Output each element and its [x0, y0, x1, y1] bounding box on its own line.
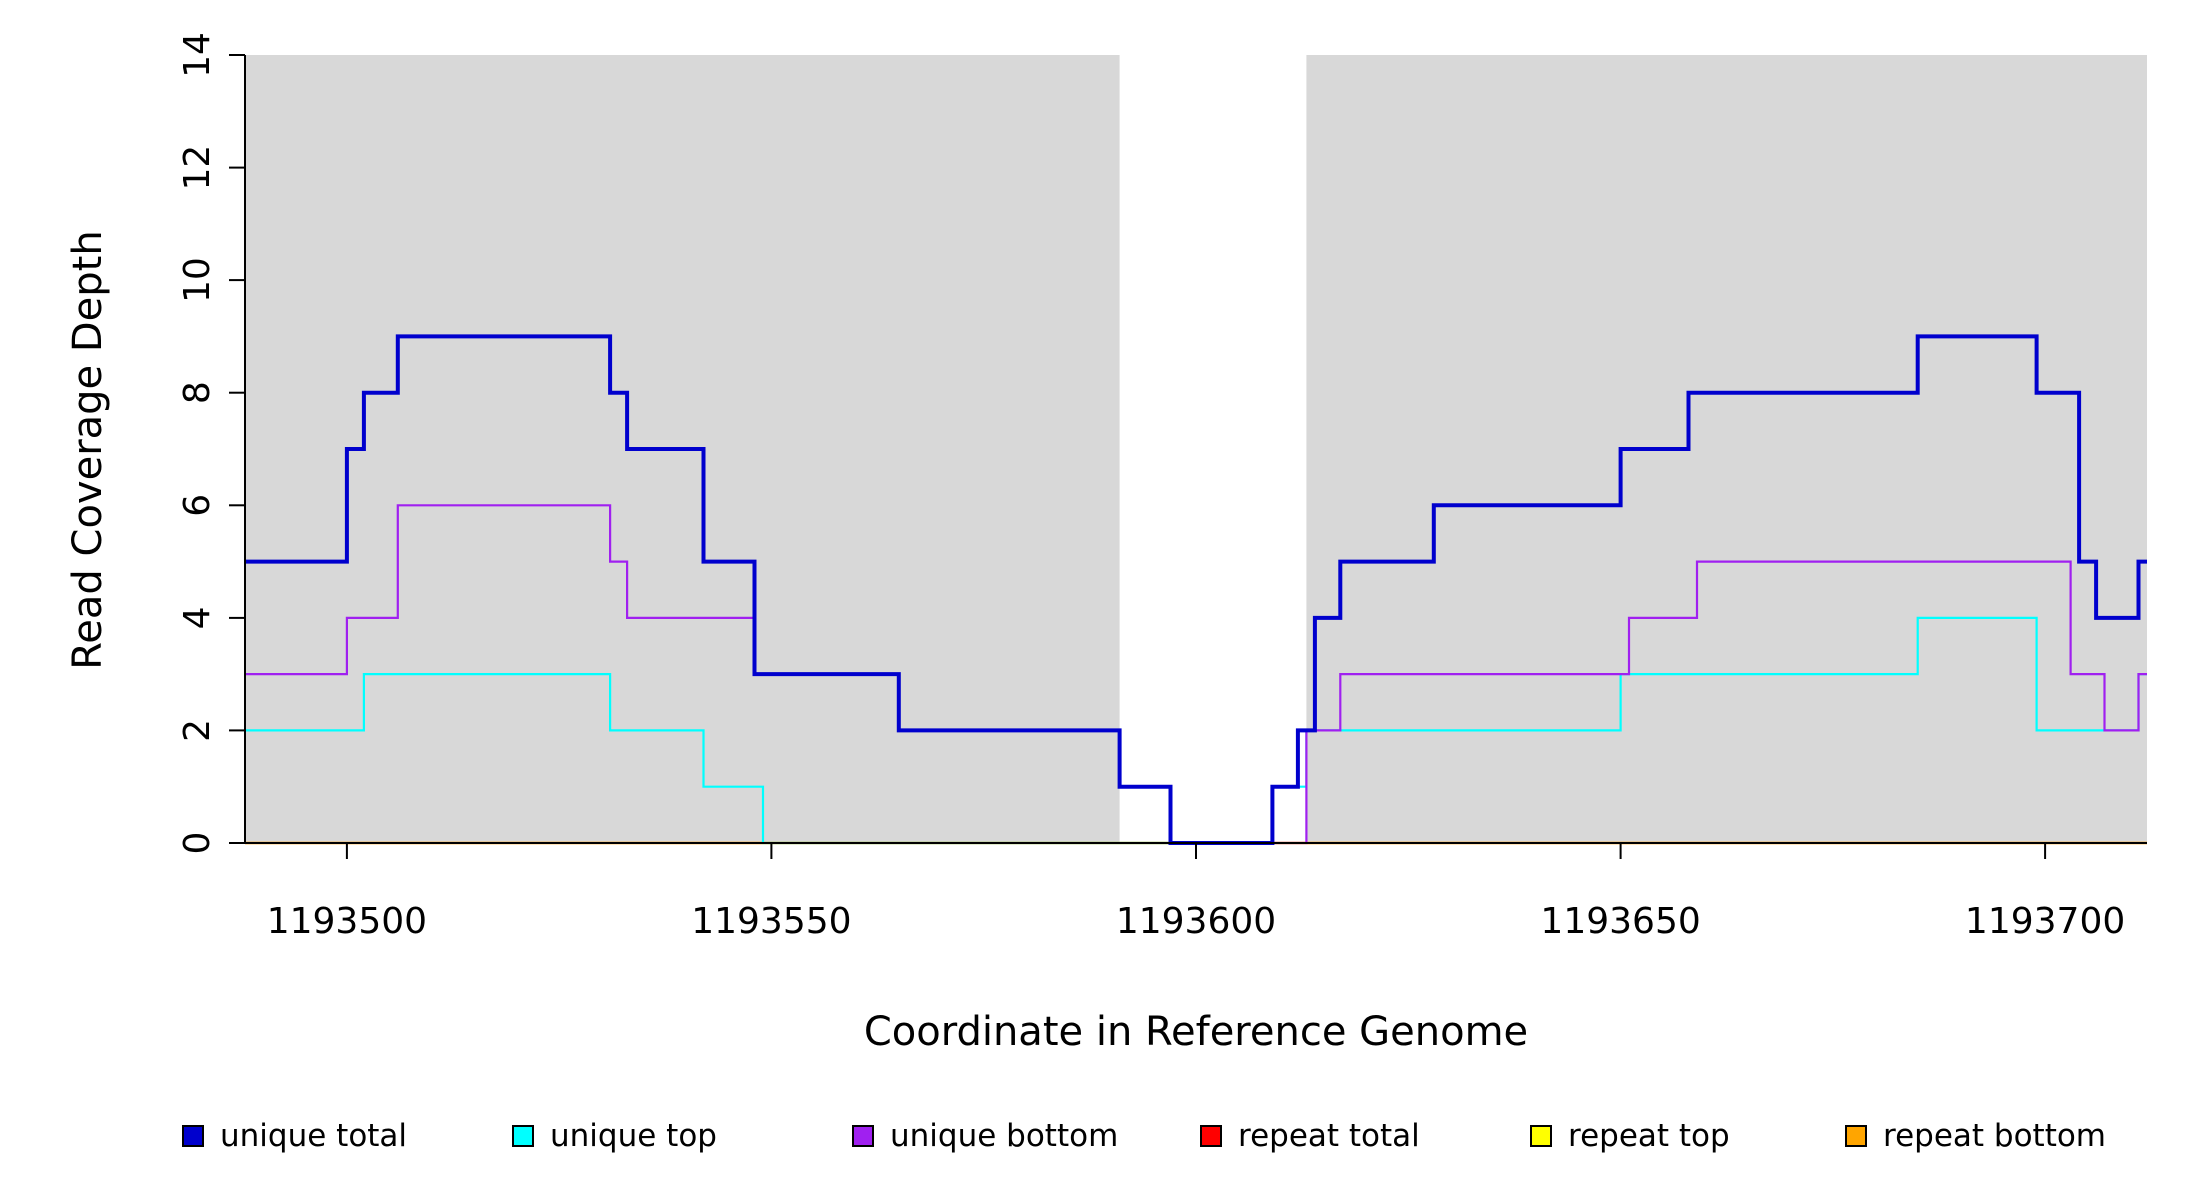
x-axis-title: Coordinate in Reference Genome [863, 1009, 1529, 1055]
legend-swatch-unique-top [512, 1125, 534, 1147]
x-tick-label: 1193600 [1116, 901, 1276, 942]
y-tick-label: 14 [177, 32, 218, 78]
y-tick-label: 10 [177, 257, 218, 303]
legend-item-repeat-top: repeat top [1530, 1118, 1730, 1154]
x-tick-label: 1193700 [1965, 901, 2125, 942]
legend-item-repeat-bottom: repeat bottom [1845, 1118, 2106, 1154]
y-axis-title: Read Coverage Depth [65, 230, 111, 670]
legend-item-unique-total: unique total [182, 1118, 407, 1154]
legend-label: unique top [550, 1118, 717, 1154]
legend-label: repeat top [1568, 1118, 1730, 1154]
y-tick-label: 0 [177, 832, 218, 855]
shaded-region [1306, 55, 2147, 843]
legend-item-unique-top: unique top [512, 1118, 717, 1154]
y-tick-label: 8 [177, 381, 218, 404]
legend-label: repeat total [1238, 1118, 1420, 1154]
legend-item-repeat-total: repeat total [1200, 1118, 1420, 1154]
x-tick-label: 1193650 [1540, 901, 1700, 942]
legend-label: unique bottom [890, 1118, 1119, 1154]
y-tick-label: 4 [177, 606, 218, 629]
x-tick-label: 1193500 [267, 901, 427, 942]
legend-swatch-unique-bottom [852, 1125, 874, 1147]
y-tick-label: 2 [177, 719, 218, 742]
legend-swatch-repeat-bottom [1845, 1125, 1867, 1147]
x-tick-label: 1193550 [691, 901, 851, 942]
legend-label: unique total [220, 1118, 408, 1154]
y-tick-label: 6 [177, 494, 218, 517]
legend-swatch-repeat-total [1200, 1125, 1222, 1147]
legend-label: repeat bottom [1883, 1118, 2107, 1154]
series-unique-total [245, 334, 2147, 845]
y-tick-label: 12 [177, 145, 218, 191]
legend: unique total unique top unique bottom repea… [0, 1118, 2200, 1166]
legend-swatch-unique-total [182, 1125, 204, 1147]
legend-swatch-repeat-top [1530, 1125, 1552, 1147]
legend-item-unique-bottom: unique bottom [852, 1118, 1118, 1154]
